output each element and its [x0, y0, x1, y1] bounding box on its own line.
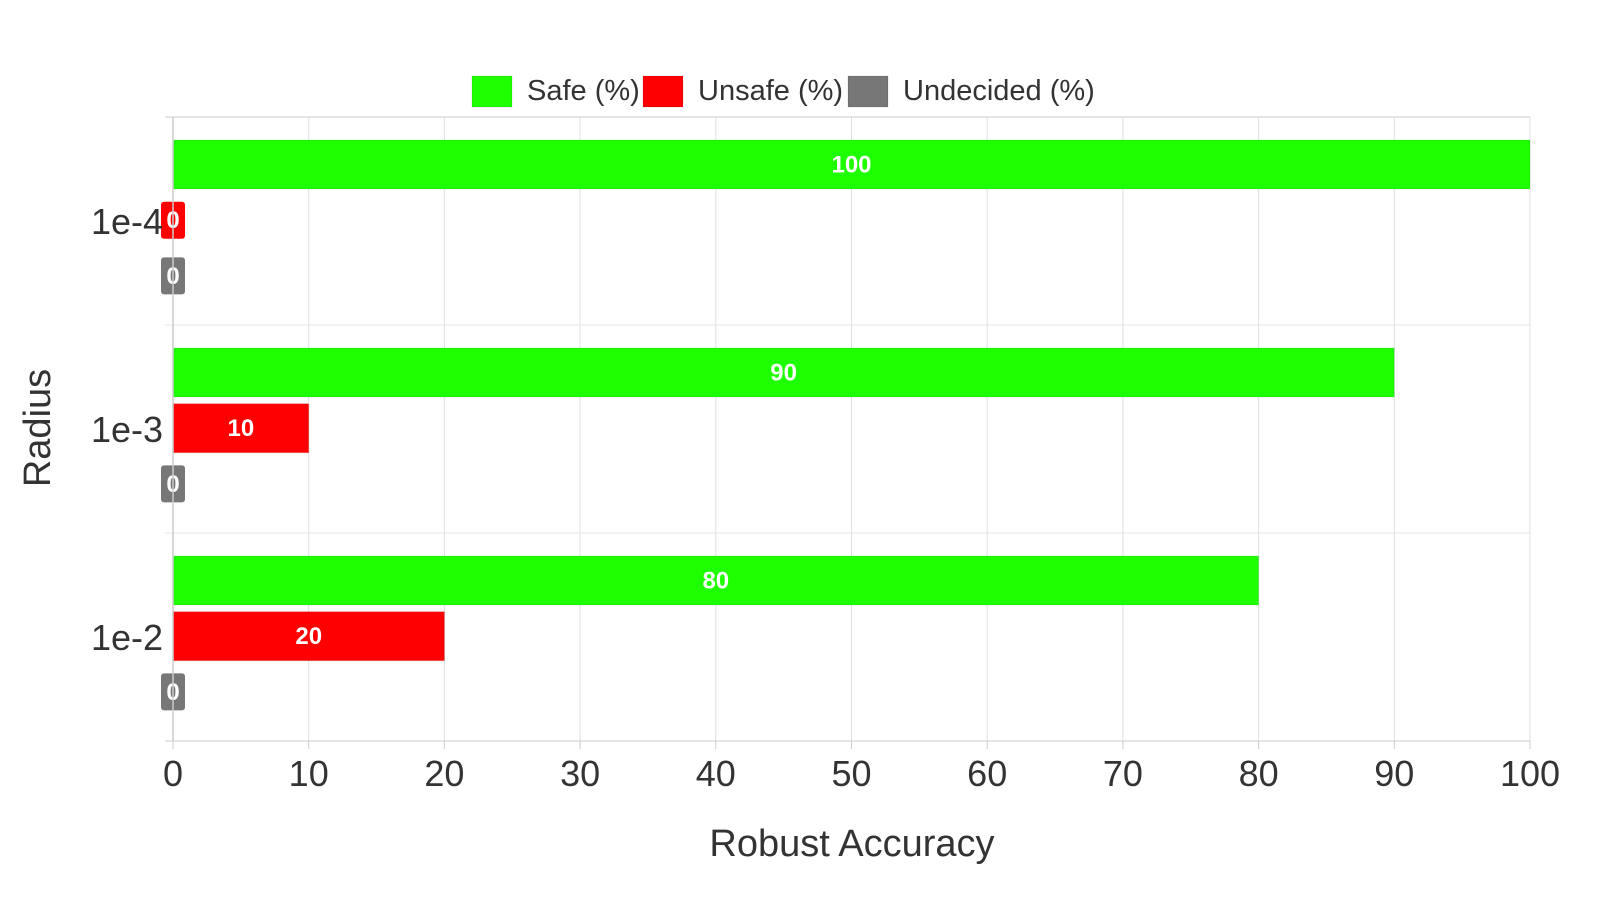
legend-item-safe[interactable]: Safe (%) — [471, 75, 640, 108]
x-tick-label: 0 — [163, 753, 183, 794]
legend-item-unsafe[interactable]: Unsafe (%) — [642, 75, 843, 108]
x-tick-label: 40 — [696, 753, 736, 794]
grid — [165, 116, 1531, 742]
data-label-unsafe-1e-3: 10 — [227, 415, 254, 442]
x-tick-label: 100 — [1500, 753, 1560, 794]
bar-safe-1e-3 — [172, 347, 1395, 398]
y-tick-label-1e-3: 1e-3 — [91, 409, 163, 450]
legend-label: Unsafe (%) — [698, 75, 843, 107]
x-tick-label: 30 — [560, 753, 600, 794]
legend-label: Safe (%) — [527, 75, 640, 107]
y-tick-label-1e-2: 1e-2 — [91, 617, 163, 658]
x-tick-label: 20 — [424, 753, 464, 794]
legend: Safe (%) Unsafe (%) Undecided (%) — [471, 75, 1095, 108]
legend-item-undecided[interactable]: Undecided (%) — [847, 75, 1095, 108]
legend-swatch — [471, 75, 513, 108]
x-tick-label: 80 — [1239, 753, 1279, 794]
x-tick-label: 90 — [1374, 753, 1414, 794]
x-tick-label: 50 — [831, 753, 871, 794]
bar-safe-1e-2 — [172, 555, 1260, 606]
x-tick-label: 60 — [967, 753, 1007, 794]
data-label-safe-1e-2: 80 — [702, 568, 729, 595]
x-tick-label: 10 — [289, 753, 329, 794]
x-axis-title: Robust Accuracy — [709, 823, 994, 865]
y-axis-title: Radius — [17, 369, 59, 487]
axes: 0 10 20 30 40 50 60 70 80 90 100 1e-4 1e-3 1e-2 — [91, 117, 1560, 794]
data-label-unsafe-1e-2: 20 — [295, 623, 322, 650]
legend-label: Undecided (%) — [903, 75, 1095, 107]
data-label-safe-1e-4: 100 — [831, 152, 871, 179]
legend-swatch — [847, 75, 889, 108]
bar-safe-1e-4 — [172, 139, 1531, 190]
x-tick-label: 70 — [1103, 753, 1143, 794]
legend-swatch — [642, 75, 684, 108]
y-tick-label-1e-4: 1e-4 — [91, 201, 163, 242]
data-label-safe-1e-3: 90 — [770, 360, 797, 387]
